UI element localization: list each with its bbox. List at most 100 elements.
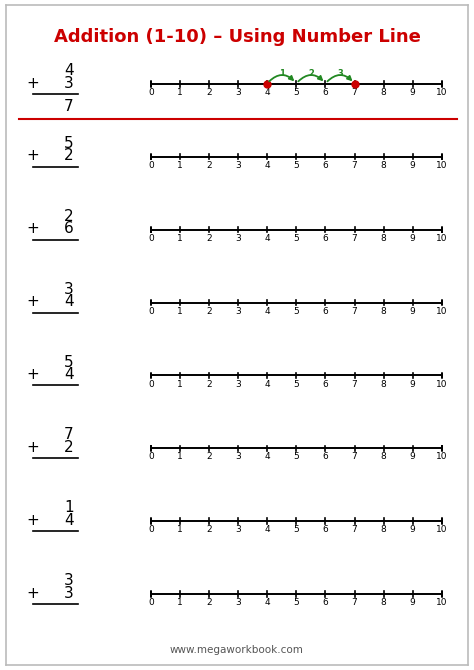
Text: 1: 1: [177, 379, 183, 389]
Text: 10: 10: [436, 307, 447, 316]
Text: 5: 5: [293, 452, 299, 462]
Text: 8: 8: [381, 234, 386, 243]
Text: 2: 2: [206, 598, 212, 607]
Text: 2: 2: [64, 209, 73, 224]
Text: 9: 9: [410, 161, 416, 170]
Text: 0: 0: [148, 307, 154, 316]
Text: 7: 7: [352, 379, 357, 389]
Text: +: +: [27, 148, 39, 163]
Text: 8: 8: [381, 598, 386, 607]
Text: 0: 0: [148, 598, 154, 607]
Text: +: +: [27, 513, 39, 528]
Text: 10: 10: [436, 598, 447, 607]
Text: 2: 2: [64, 148, 73, 163]
Text: 1: 1: [177, 525, 183, 534]
Text: 2: 2: [308, 69, 314, 78]
Text: 9: 9: [410, 88, 416, 97]
Text: 2: 2: [64, 440, 73, 455]
Text: 3: 3: [235, 452, 241, 462]
Text: 2: 2: [206, 452, 212, 462]
Text: 3: 3: [64, 574, 73, 588]
Text: 3: 3: [64, 282, 73, 297]
Text: +: +: [27, 367, 39, 382]
Text: 4: 4: [264, 161, 270, 170]
Text: 1: 1: [177, 307, 183, 316]
Text: 9: 9: [410, 307, 416, 316]
Text: 7: 7: [352, 307, 357, 316]
Text: 8: 8: [381, 379, 386, 389]
Text: 10: 10: [436, 525, 447, 534]
Text: 4: 4: [264, 88, 270, 97]
Text: 7: 7: [352, 88, 357, 97]
Text: 6: 6: [323, 379, 328, 389]
Text: 5: 5: [293, 307, 299, 316]
Text: 10: 10: [436, 88, 447, 97]
Text: 8: 8: [381, 307, 386, 316]
Text: +: +: [27, 586, 39, 600]
Text: 3: 3: [235, 307, 241, 316]
Text: 5: 5: [293, 598, 299, 607]
Text: 9: 9: [410, 452, 416, 462]
Text: 1: 1: [177, 234, 183, 243]
Text: 1: 1: [177, 161, 183, 170]
Text: 9: 9: [410, 598, 416, 607]
Text: 7: 7: [64, 427, 73, 442]
Text: 6: 6: [323, 598, 328, 607]
Text: 4: 4: [64, 63, 73, 78]
Text: 2: 2: [206, 88, 212, 97]
Text: 7: 7: [352, 452, 357, 462]
Text: 2: 2: [206, 525, 212, 534]
Text: 3: 3: [64, 586, 73, 600]
Text: 3: 3: [235, 88, 241, 97]
Text: 8: 8: [381, 88, 386, 97]
Text: 5: 5: [293, 161, 299, 170]
Text: 1: 1: [279, 69, 285, 78]
Text: 8: 8: [381, 452, 386, 462]
Text: 10: 10: [436, 452, 447, 462]
Text: 3: 3: [235, 598, 241, 607]
Text: 2: 2: [206, 307, 212, 316]
Text: 3: 3: [64, 76, 73, 90]
Text: 2: 2: [206, 234, 212, 243]
Text: 7: 7: [352, 161, 357, 170]
Text: 0: 0: [148, 452, 154, 462]
Text: 0: 0: [148, 525, 154, 534]
Text: 10: 10: [436, 234, 447, 243]
Text: 2: 2: [206, 161, 212, 170]
Text: 6: 6: [323, 452, 328, 462]
Text: 6: 6: [323, 307, 328, 316]
Text: 8: 8: [381, 525, 386, 534]
Text: 0: 0: [148, 234, 154, 243]
Text: 6: 6: [323, 161, 328, 170]
Text: 6: 6: [323, 525, 328, 534]
Text: 0: 0: [148, 379, 154, 389]
Text: 3: 3: [337, 69, 343, 78]
Text: 6: 6: [64, 221, 73, 237]
Text: 5: 5: [64, 136, 73, 151]
Text: 6: 6: [323, 234, 328, 243]
Text: 4: 4: [264, 452, 270, 462]
Text: 1: 1: [177, 598, 183, 607]
Text: Addition (1-10) – Using Number Line: Addition (1-10) – Using Number Line: [54, 28, 420, 46]
Text: 3: 3: [235, 379, 241, 389]
Text: 4: 4: [264, 379, 270, 389]
Text: 1: 1: [177, 452, 183, 462]
Text: +: +: [27, 221, 39, 237]
Text: 4: 4: [264, 307, 270, 316]
Text: 9: 9: [410, 379, 416, 389]
Text: 4: 4: [264, 525, 270, 534]
Text: 4: 4: [264, 234, 270, 243]
Text: 4: 4: [64, 513, 73, 528]
Text: 3: 3: [235, 161, 241, 170]
Text: 0: 0: [148, 88, 154, 97]
Text: 3: 3: [235, 234, 241, 243]
Text: 8: 8: [381, 161, 386, 170]
Text: 6: 6: [323, 88, 328, 97]
Text: 4: 4: [64, 367, 73, 382]
Text: +: +: [27, 294, 39, 309]
Text: 7: 7: [352, 525, 357, 534]
Text: 5: 5: [293, 234, 299, 243]
Text: +: +: [27, 440, 39, 455]
Text: 0: 0: [148, 161, 154, 170]
Text: 4: 4: [64, 294, 73, 309]
